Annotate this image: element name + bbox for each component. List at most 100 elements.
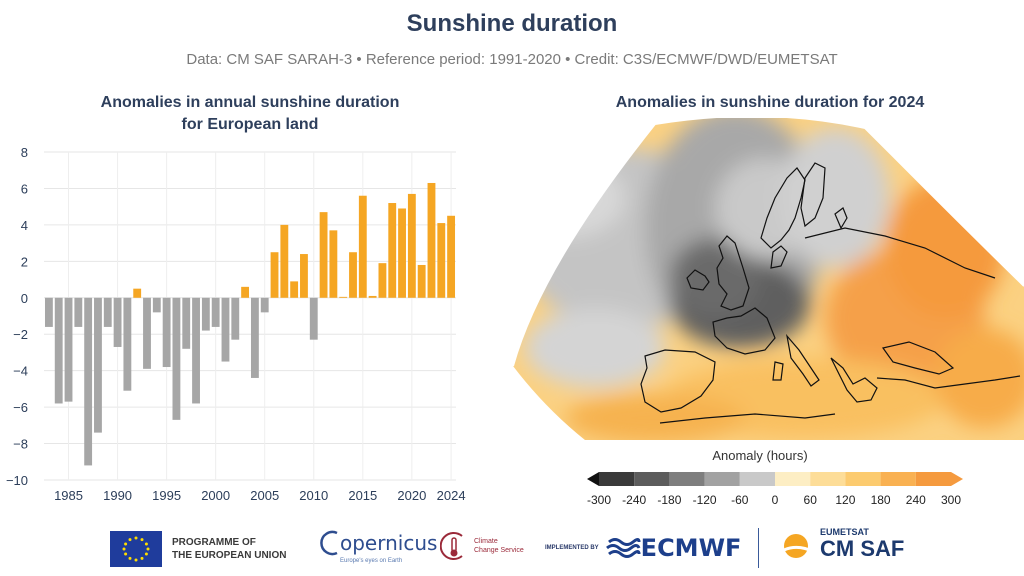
sun-icon	[783, 534, 815, 558]
eu-flag-icon	[110, 531, 162, 567]
y-tick-label: −8	[13, 437, 28, 452]
bar-2016	[368, 295, 377, 298]
bar-2007	[280, 224, 289, 298]
colorbar-label: Anomaly (hours)	[712, 448, 808, 463]
ecmwf-wordmark: ECMWF	[640, 534, 742, 562]
bar-chart-title-line-2: for European land	[181, 116, 319, 133]
y-tick-label: 4	[21, 218, 28, 233]
bar-2022	[427, 182, 436, 298]
bar-2008	[290, 281, 299, 298]
bar-chart-x-ticks: 1985 1990 1995 2000 2005 2010 2015 2020 2024	[54, 488, 465, 503]
bar-1994	[152, 297, 161, 313]
colorbar-tick-label: 120	[835, 493, 855, 507]
copernicus-logo: opernicus Europe's eyes on Earth	[318, 528, 437, 564]
colorbar-tick-label: -300	[587, 493, 611, 507]
x-tick-label: 2005	[250, 488, 279, 503]
page-subtitle: Data: CM SAF SARAH-3 • Reference period:…	[186, 51, 838, 68]
colorbar-box	[845, 472, 881, 486]
ccs-logo: Climate Change Service	[440, 530, 524, 562]
bar-chart-title-line-1: Anomalies in annual sunshine duration	[100, 94, 400, 111]
copernicus-tagline: Europe's eyes on Earth	[340, 558, 403, 564]
bar-1993	[143, 297, 151, 369]
colorbar-tick-label: -60	[731, 493, 749, 507]
bar-chart-title: Anomalies in annual sunshine duration fo…	[40, 92, 460, 136]
y-tick-label: −6	[13, 400, 28, 415]
colorbar-tick-label: 240	[906, 493, 926, 507]
page-title: Sunshine duration	[406, 10, 618, 37]
climate-change-service-icon	[440, 532, 463, 560]
colorbar-tick-label: 300	[941, 493, 961, 507]
colorbar-box	[634, 472, 670, 486]
colorbar-tick-label: 60	[804, 493, 818, 507]
logo-divider	[758, 528, 759, 568]
bar-2001	[221, 297, 230, 362]
colorbar-box	[704, 472, 740, 486]
x-tick-label: 2010	[299, 488, 328, 503]
y-tick-label: 6	[21, 181, 28, 196]
y-tick-label: 2	[21, 254, 28, 269]
bar-2019	[398, 208, 406, 298]
bar-chart-bars	[44, 182, 456, 466]
map-title: Anomalies in sunshine duration for 2024	[615, 94, 925, 111]
ecmwf-logo: IMPLEMENTED BY ECMWF	[545, 534, 741, 562]
x-tick-label: 1995	[152, 488, 181, 503]
x-tick-label: 1990	[103, 488, 132, 503]
bar-1990	[113, 297, 122, 347]
bar-2005	[260, 297, 269, 313]
ecmwf-waves-icon	[605, 538, 641, 558]
bar-2011	[319, 212, 328, 298]
colorbar-box	[880, 472, 916, 486]
bar-1989	[103, 297, 112, 327]
bar-2012	[329, 230, 338, 298]
bar-2023	[437, 223, 446, 298]
eumetsat-text: EUMETSAT	[820, 527, 869, 537]
colorbar-tick-label: -240	[622, 493, 646, 507]
logo-bar: PROGRAMME OF THE EUROPEAN UNION opernicu…	[0, 522, 1024, 576]
colorbar-ticks: -300 -240 -180 -120 -60 0 60 120 180 240 300	[587, 493, 961, 507]
implemented-by-text: IMPLEMENTED BY	[545, 545, 599, 551]
colorbar-box	[739, 472, 775, 486]
colorbar-box	[915, 472, 951, 486]
copernicus-c-icon	[320, 530, 338, 556]
bar-1991	[123, 297, 132, 391]
bar-2003	[241, 286, 250, 298]
bar-chart: 8 6 4 2 0 −2 −4 −6 −8 −10 1985 1990 1995 2000 2005 201…	[6, 145, 466, 503]
bar-1996	[172, 297, 181, 420]
x-tick-label: 1985	[54, 488, 83, 503]
map-coastlines	[640, 162, 1021, 424]
eu-programme-text: PROGRAMME OF THE EUROPEAN UNION	[172, 537, 287, 561]
bar-2017	[378, 263, 387, 298]
bar-1998	[192, 297, 200, 404]
bar-1983	[44, 297, 53, 327]
bar-2015	[358, 195, 367, 298]
bar-2024	[447, 215, 456, 298]
bar-2020	[407, 193, 416, 298]
bar-2006	[270, 252, 279, 298]
y-tick-label: −10	[6, 473, 28, 488]
bar-2004	[250, 297, 259, 378]
x-tick-label: 2020	[397, 488, 426, 503]
y-tick-label: 0	[21, 291, 28, 306]
cmsaf-wordmark: CM SAF	[820, 536, 905, 561]
colorbar-box	[810, 472, 846, 486]
eu-logo: PROGRAMME OF THE EUROPEAN UNION	[110, 531, 286, 567]
bar-1986	[74, 297, 83, 327]
bar-2000	[211, 297, 220, 327]
bar-1988	[94, 297, 102, 433]
x-tick-label: 2000	[201, 488, 230, 503]
bar-2009	[300, 254, 308, 298]
colorbar-boxes	[587, 472, 963, 486]
colorbar: -300 -240 -180 -120 -60 0 60 120 180 240 300	[587, 472, 963, 507]
anomaly-map	[512, 118, 1024, 440]
y-tick-label: 8	[21, 145, 28, 160]
colorbar-tick-label: 0	[772, 493, 779, 507]
ccs-text: Climate Change Service	[474, 538, 524, 554]
bar-2002	[231, 297, 240, 340]
bar-1995	[162, 297, 171, 368]
colorbar-box	[775, 472, 811, 486]
y-tick-label: −4	[13, 364, 28, 379]
bar-2010	[309, 297, 318, 340]
colorbar-box	[669, 472, 705, 486]
bar-2014	[349, 252, 357, 298]
bar-1987	[84, 297, 93, 466]
